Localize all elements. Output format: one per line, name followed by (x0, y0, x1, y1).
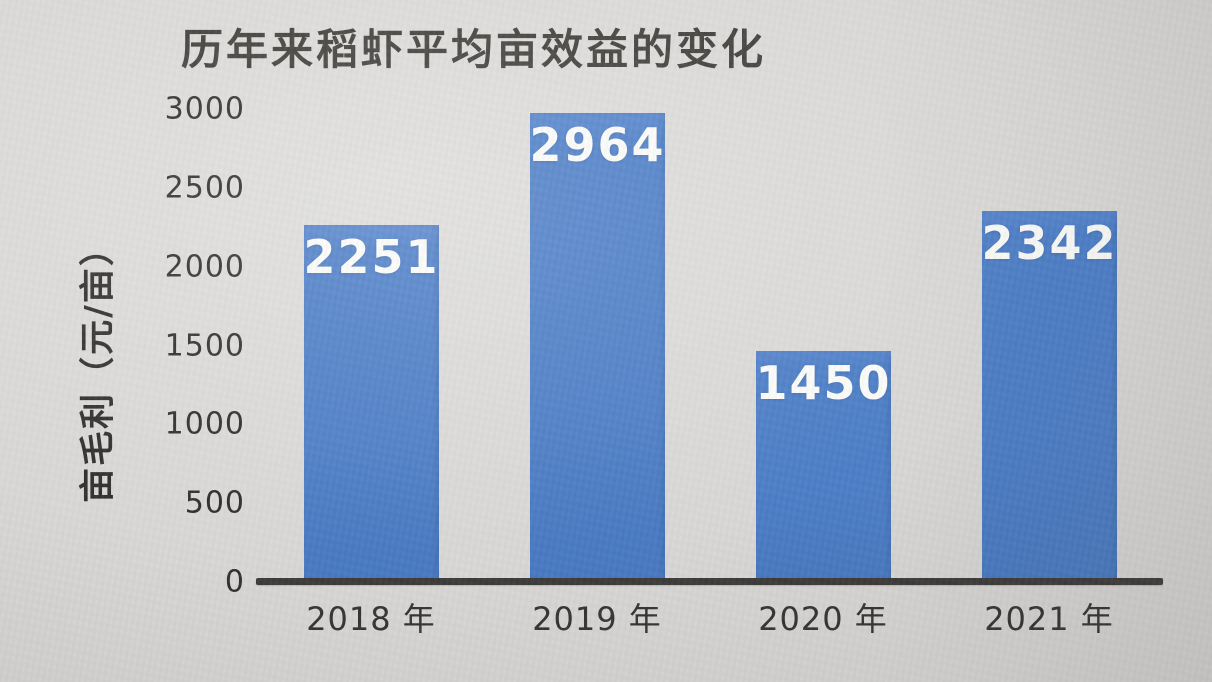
x-tick-label: 2021 年 (984, 600, 1114, 638)
bar-value-label: 2342 (981, 215, 1118, 270)
bar-value-label: 1450 (755, 356, 892, 411)
bar-value-label: 2251 (303, 230, 440, 285)
y-tick-label: 2000 (164, 249, 245, 285)
y-tick-label: 0 (224, 564, 245, 600)
chart-title: 历年来稻虾平均亩效益的变化 (181, 25, 767, 74)
y-tick-label: 500 (184, 485, 245, 521)
y-tick-label: 1000 (164, 406, 245, 442)
x-tick-label: 2020 年 (758, 600, 888, 638)
y-tick-label: 3000 (164, 91, 245, 127)
bar: 1450 (755, 351, 892, 580)
x-axis-line (256, 578, 1163, 585)
x-tick-label: 2018 年 (306, 600, 436, 638)
bar: 2251 (303, 225, 440, 580)
bar: 2342 (981, 210, 1118, 580)
bar: 2964 (529, 112, 666, 580)
y-tick-label: 1500 (164, 328, 245, 363)
x-tick-label: 2019 年 (532, 600, 662, 638)
bar-value-label: 2964 (529, 117, 666, 172)
y-axis-title: 亩毛利（元/亩） (78, 229, 119, 503)
y-tick-label: 2500 (164, 170, 245, 206)
